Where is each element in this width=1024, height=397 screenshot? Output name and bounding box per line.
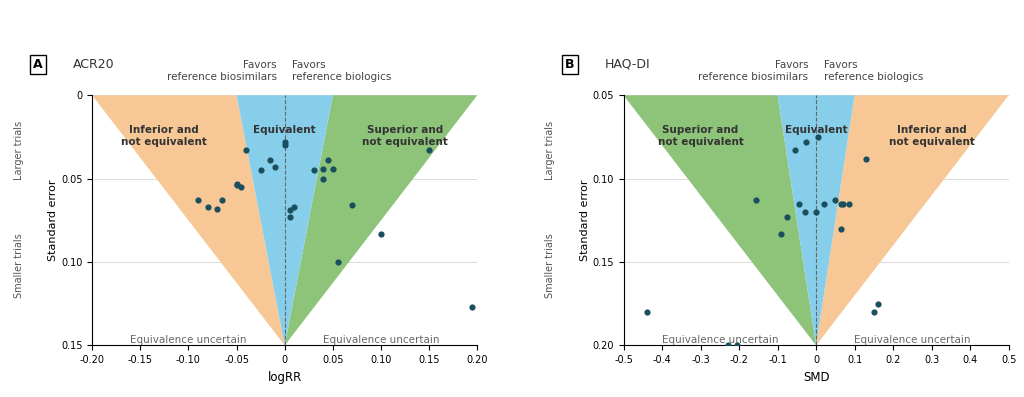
Polygon shape: [285, 95, 477, 345]
Point: [833, 200, 849, 207]
Polygon shape: [816, 95, 1009, 345]
Text: ACR20: ACR20: [73, 58, 115, 71]
Point: [325, 166, 341, 172]
Point: [344, 202, 360, 208]
Polygon shape: [92, 95, 285, 345]
Point: [639, 309, 655, 315]
Text: Equivalence uncertain: Equivalence uncertain: [662, 335, 778, 345]
Polygon shape: [777, 95, 855, 345]
Point: [779, 214, 796, 220]
Text: Favors
reference biologics: Favors reference biologics: [823, 60, 924, 82]
Point: [200, 204, 216, 210]
Point: [214, 197, 230, 204]
Text: A: A: [34, 58, 43, 71]
Point: [815, 200, 831, 207]
Point: [808, 209, 824, 215]
X-axis label: logRR: logRR: [267, 371, 302, 384]
Point: [797, 209, 813, 215]
Point: [810, 134, 826, 140]
Text: Smaller trials: Smaller trials: [14, 233, 24, 298]
Text: Equivalence uncertain: Equivalence uncertain: [854, 335, 971, 345]
Polygon shape: [237, 95, 333, 345]
Text: Favors
reference biologics: Favors reference biologics: [293, 60, 392, 82]
Polygon shape: [624, 95, 816, 345]
Point: [841, 200, 857, 207]
Point: [319, 157, 336, 164]
Y-axis label: Standard error: Standard error: [48, 179, 58, 261]
Point: [228, 182, 245, 189]
Text: Superior and
not equivalent: Superior and not equivalent: [657, 125, 743, 147]
Point: [786, 147, 803, 154]
Point: [228, 181, 245, 187]
Point: [238, 147, 254, 154]
Point: [305, 167, 322, 173]
Point: [719, 342, 735, 349]
Point: [276, 142, 293, 148]
Text: Equivalent: Equivalent: [784, 125, 848, 135]
Text: Equivalent: Equivalent: [253, 125, 316, 135]
Point: [262, 157, 279, 164]
Point: [833, 225, 849, 232]
Point: [282, 214, 298, 220]
Point: [464, 304, 480, 310]
Point: [858, 156, 874, 162]
Point: [315, 175, 332, 182]
Point: [282, 207, 298, 214]
Y-axis label: Standard error: Standard error: [580, 179, 590, 261]
Point: [799, 139, 815, 145]
Point: [209, 206, 225, 212]
Text: Superior and
not equivalent: Superior and not equivalent: [362, 125, 447, 147]
Point: [865, 309, 882, 315]
Point: [421, 147, 437, 154]
Text: Larger trials: Larger trials: [14, 121, 24, 180]
Text: HAQ-DI: HAQ-DI: [604, 58, 650, 71]
Point: [869, 301, 886, 307]
Text: Favors
reference biosimilars: Favors reference biosimilars: [167, 60, 278, 82]
Point: [749, 197, 765, 204]
Point: [286, 204, 302, 210]
Text: Smaller trials: Smaller trials: [546, 233, 555, 298]
Point: [233, 184, 250, 190]
Text: Equivalence uncertain: Equivalence uncertain: [130, 335, 247, 345]
Point: [835, 200, 851, 207]
Point: [267, 164, 284, 170]
Point: [276, 139, 293, 145]
Text: Favors
reference biosimilars: Favors reference biosimilars: [698, 60, 808, 82]
Point: [791, 200, 807, 207]
Point: [373, 231, 389, 237]
Text: Larger trials: Larger trials: [546, 121, 555, 180]
Point: [315, 166, 332, 172]
X-axis label: SMD: SMD: [803, 371, 829, 384]
Point: [330, 259, 346, 265]
Point: [189, 197, 206, 204]
Point: [827, 197, 844, 204]
Text: Equivalence uncertain: Equivalence uncertain: [323, 335, 439, 345]
Point: [736, 349, 753, 355]
Point: [729, 342, 745, 349]
Text: B: B: [565, 58, 574, 71]
Point: [773, 231, 790, 237]
Point: [253, 167, 269, 173]
Text: Inferior and
not equivalent: Inferior and not equivalent: [122, 125, 207, 147]
Text: Inferior and
not equivalent: Inferior and not equivalent: [889, 125, 975, 147]
